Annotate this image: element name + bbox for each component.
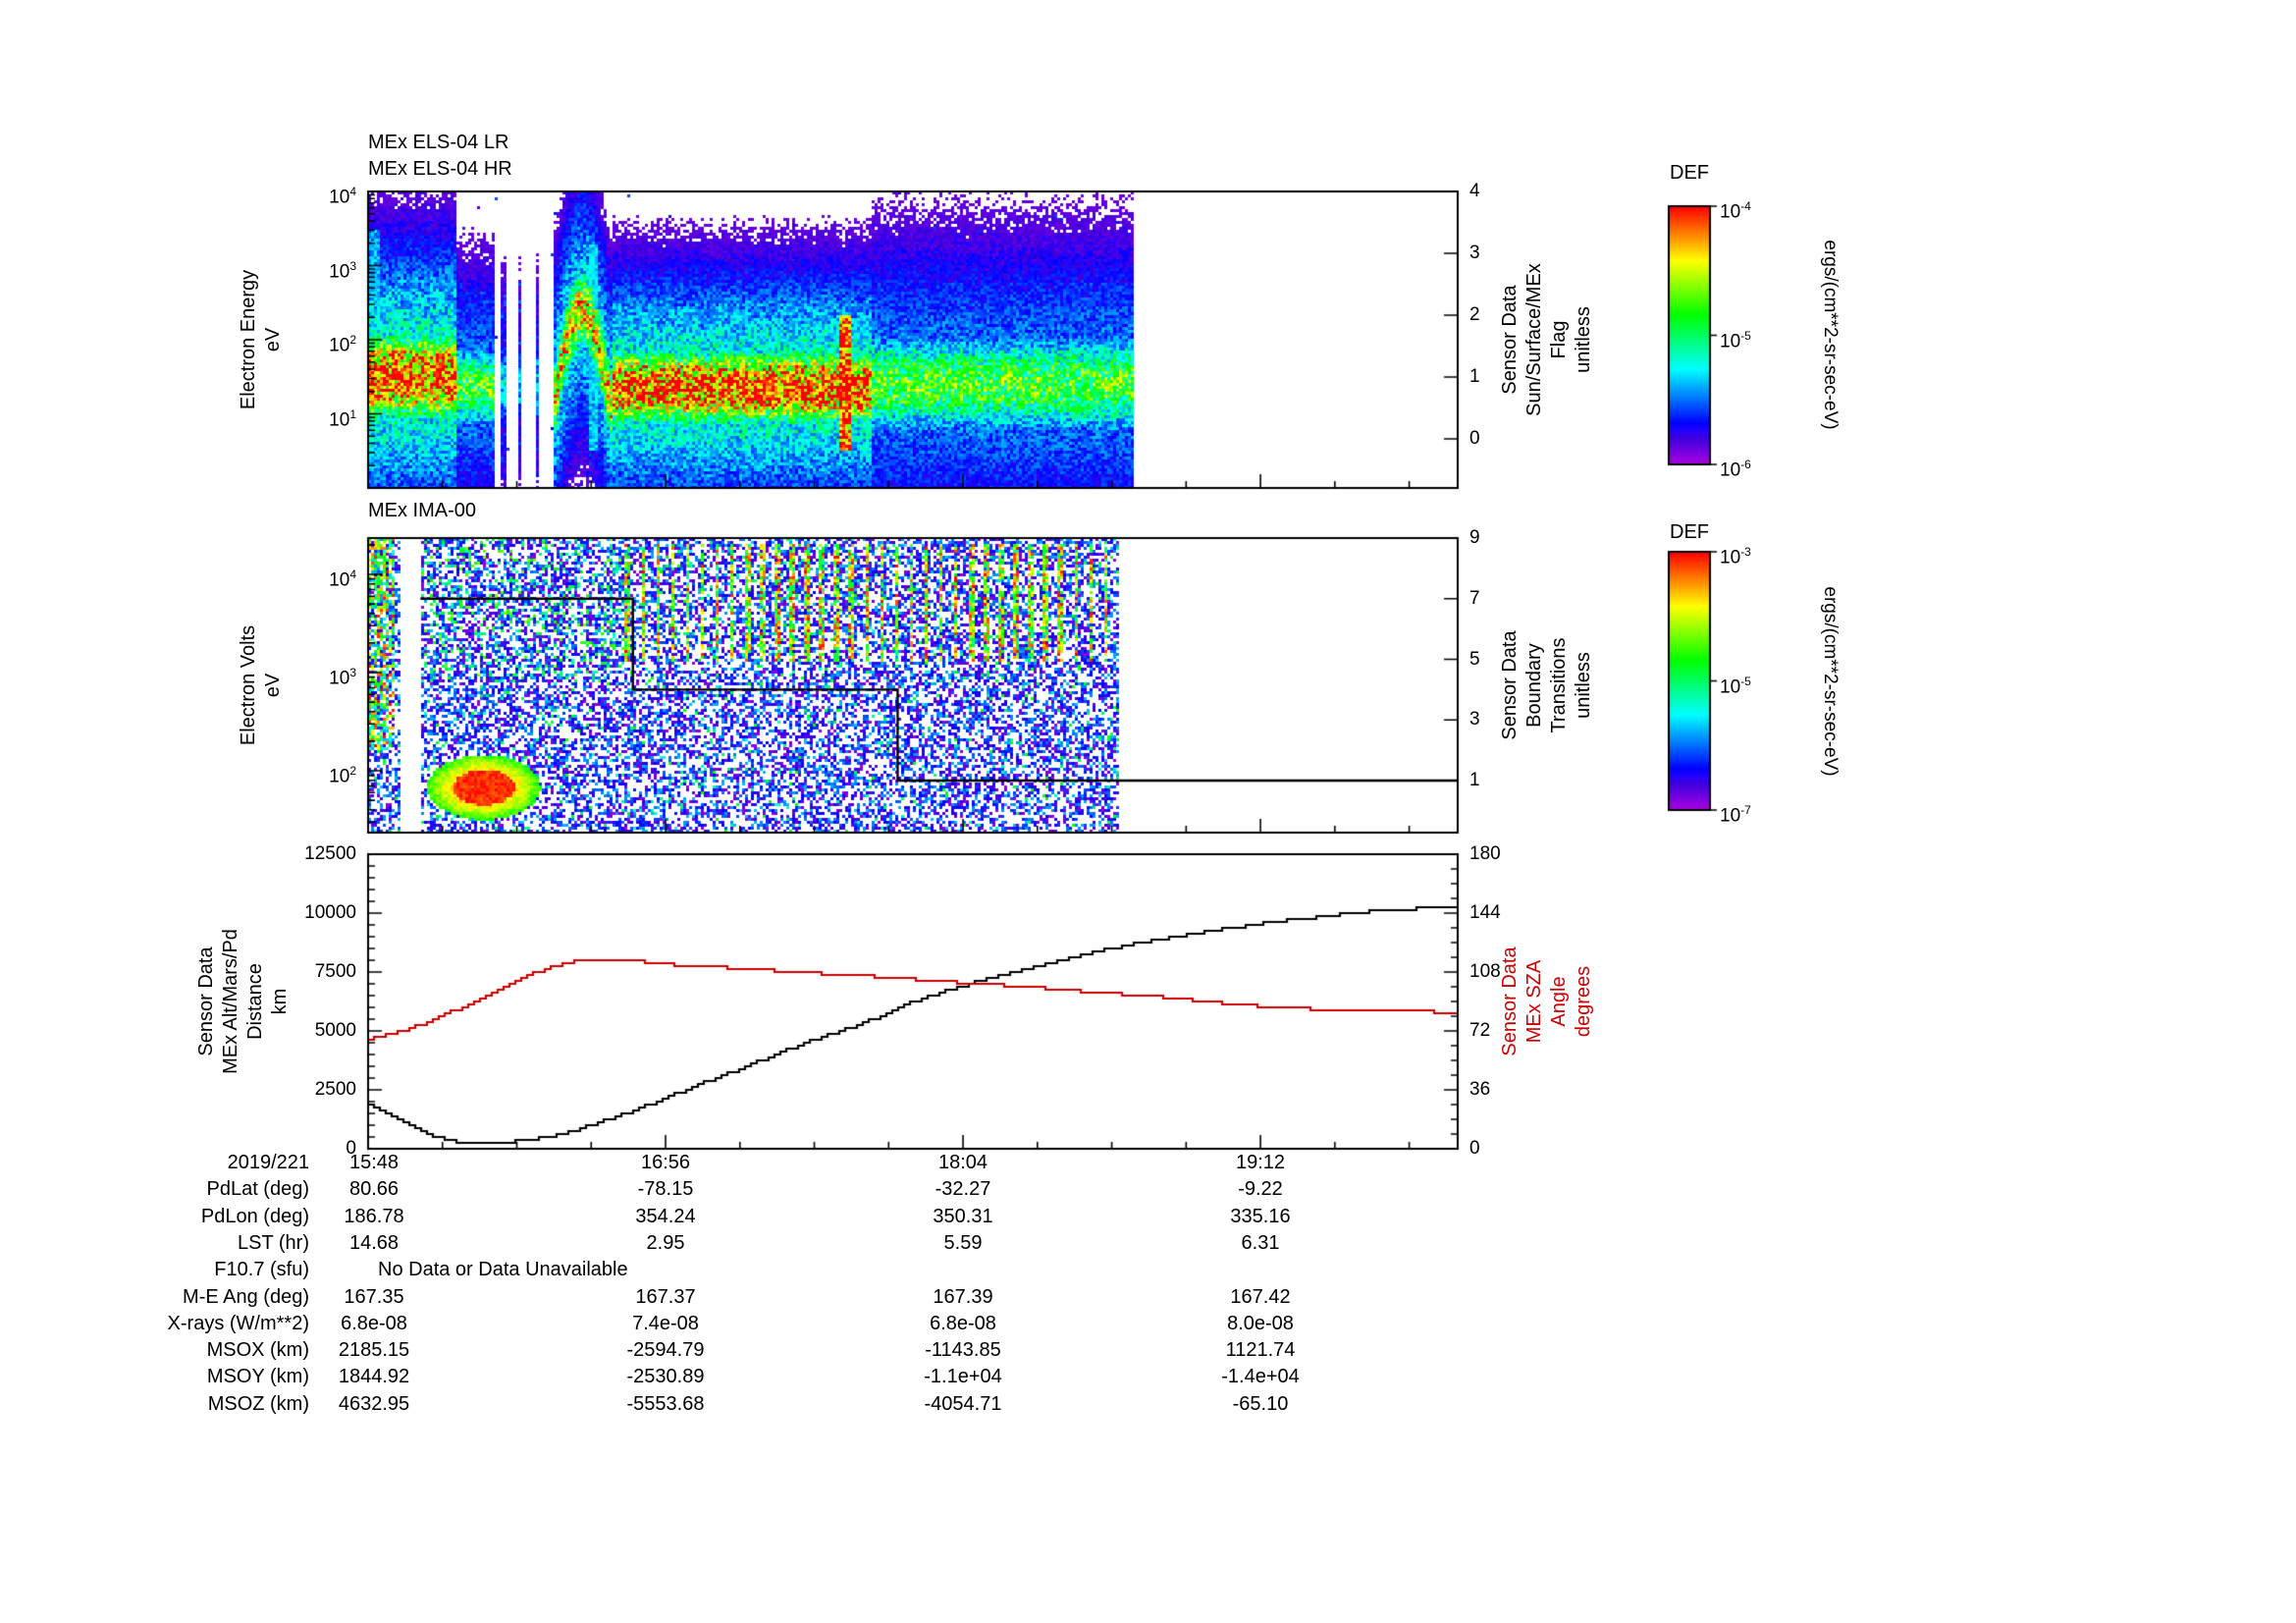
ima-right-axis-label: Sensor Data Boundary Transitions unitles… xyxy=(1499,630,1594,740)
table-cell: -32.27 xyxy=(934,1178,991,1200)
table-cell: 2185.15 xyxy=(338,1339,410,1361)
sza-tick-label: 108 xyxy=(1469,961,1501,982)
altitude-tick-label: 5000 xyxy=(314,1020,356,1041)
table-cell: 1121.74 xyxy=(1225,1339,1296,1361)
table-cell: -65.10 xyxy=(1232,1393,1289,1415)
els-title-hr: MEx ELS-04 HR xyxy=(368,158,512,180)
table-row-label: X-rays (W/m**2) xyxy=(167,1313,309,1334)
table-cell: 6.31 xyxy=(1241,1232,1280,1254)
ima-boundary-tick-label: 5 xyxy=(1469,648,1480,670)
table-row-label: MSOX (km) xyxy=(206,1339,309,1361)
ima-ytick-label: 103 xyxy=(329,666,356,689)
table-cell: -1143.85 xyxy=(925,1339,1001,1361)
table-cell: -9.22 xyxy=(1238,1178,1283,1200)
sza-tick-label: 72 xyxy=(1469,1020,1491,1041)
table-cell: -2530.89 xyxy=(626,1366,705,1387)
els-flag-tick-label: 0 xyxy=(1469,428,1480,449)
table-cell: 335.16 xyxy=(1230,1206,1291,1227)
els-ytick-label: 104 xyxy=(329,185,356,208)
table-cell: 19:12 xyxy=(1235,1152,1286,1173)
sza-tick-label: 36 xyxy=(1469,1079,1491,1100)
ima-boundary-tick-label: 3 xyxy=(1469,709,1480,730)
table-cell: 8.0e-08 xyxy=(1227,1313,1294,1334)
colorbar2-tick-label: 10-3 xyxy=(1720,545,1751,568)
sza-tick-label: 180 xyxy=(1469,843,1501,864)
table-cell: 14.68 xyxy=(348,1232,400,1254)
colorbar2-units-label: ergs/(cm**2-sr-sec-eV) xyxy=(1819,586,1841,777)
table-cell: 6.8e-08 xyxy=(341,1313,407,1334)
altitude-tick-label: 12500 xyxy=(304,843,356,864)
ima-y-axis-label: Electron Volts eV xyxy=(238,624,284,746)
colorbar1-units-label: ergs/(cm**2-sr-sec-eV) xyxy=(1819,240,1841,430)
table-row-label: 2019/221 xyxy=(227,1152,309,1173)
colorbar2-title: DEF xyxy=(1670,521,1709,543)
table-cell: -78.15 xyxy=(637,1178,694,1200)
table-cell: 167.42 xyxy=(1230,1286,1291,1308)
table-cell: 7.4e-08 xyxy=(632,1313,699,1334)
table-cell: 167.39 xyxy=(933,1286,993,1308)
sza-tick-label: 144 xyxy=(1469,902,1501,923)
els-ytick-label: 101 xyxy=(329,406,356,430)
table-cell: 167.35 xyxy=(344,1286,404,1308)
colorbar2-tick-label: 10-5 xyxy=(1720,674,1751,697)
altitude-tick-label: 10000 xyxy=(304,902,356,923)
table-cell: 5.59 xyxy=(943,1232,983,1254)
ima-boundary-tick-label: 9 xyxy=(1469,527,1480,548)
table-row-label: PdLat (deg) xyxy=(206,1178,309,1200)
sza-tick-label: 0 xyxy=(1469,1138,1480,1159)
colorbar1-tick-label: 10-6 xyxy=(1720,458,1751,481)
table-row-label: M-E Ang (deg) xyxy=(183,1286,309,1308)
table-cell: 167.37 xyxy=(635,1286,696,1308)
table-cell: 354.24 xyxy=(635,1206,696,1227)
altitude-axis-label: Sensor Data MEx Alt/Mars/Pd Distance km xyxy=(195,929,291,1074)
colorbar1-tick-label: 10-5 xyxy=(1720,328,1751,352)
altitude-tick-label: 2500 xyxy=(314,1079,356,1100)
table-cell: 6.8e-08 xyxy=(930,1313,996,1334)
colorbar1-tick-label: 10-4 xyxy=(1720,199,1751,223)
els-flag-tick-label: 2 xyxy=(1469,304,1480,325)
table-row-label: LST (hr) xyxy=(238,1232,309,1254)
table-cell: 4632.95 xyxy=(338,1393,410,1415)
table-cell: 16:56 xyxy=(640,1152,691,1173)
table-row-label: MSOZ (km) xyxy=(207,1393,309,1415)
table-cell: 80.66 xyxy=(348,1178,400,1200)
altitude-tick-label: 0 xyxy=(346,1138,356,1159)
table-cell: 18:04 xyxy=(937,1152,988,1173)
table-cell: 1844.92 xyxy=(338,1366,410,1387)
table-row-label: MSOY (km) xyxy=(206,1366,309,1387)
colorbar1-title: DEF xyxy=(1670,162,1709,184)
table-cell: -2594.79 xyxy=(626,1339,705,1361)
table-cell: 15:48 xyxy=(348,1152,400,1173)
table-cell: -4054.71 xyxy=(924,1393,1002,1415)
table-row-label: PdLon (deg) xyxy=(200,1206,309,1227)
els-ytick-label: 103 xyxy=(329,258,356,282)
table-row-label: F10.7 (sfu) xyxy=(214,1259,309,1280)
els-flag-tick-label: 3 xyxy=(1469,243,1480,263)
ima-ytick-label: 104 xyxy=(329,568,356,591)
els-ytick-label: 102 xyxy=(329,333,356,356)
colorbar2-tick-label: 10-7 xyxy=(1720,803,1751,827)
ima-ytick-label: 102 xyxy=(329,764,356,787)
altitude-tick-label: 7500 xyxy=(314,961,356,982)
table-cell: No Data or Data Unavailable xyxy=(378,1259,628,1280)
els-title-lr: MEx ELS-04 LR xyxy=(368,132,509,153)
ima-title: MEx IMA-00 xyxy=(368,500,477,521)
ima-boundary-tick-label: 1 xyxy=(1469,770,1480,790)
table-cell: 186.78 xyxy=(344,1206,404,1227)
table-cell: -1.1e+04 xyxy=(924,1366,1002,1387)
ima-boundary-tick-label: 7 xyxy=(1469,587,1480,609)
table-cell: 350.31 xyxy=(933,1206,993,1227)
els-flag-tick-label: 1 xyxy=(1469,366,1480,387)
els-flag-tick-label: 4 xyxy=(1469,181,1480,201)
table-cell: -5553.68 xyxy=(626,1393,705,1415)
table-cell: -1.4e+04 xyxy=(1221,1366,1300,1387)
els-right-axis-label: Sensor Data Sun/Surface/MEx Flag unitles… xyxy=(1499,263,1594,416)
table-cell: 2.95 xyxy=(646,1232,685,1254)
sza-axis-label: Sensor Data MEx SZA Angle degrees xyxy=(1499,947,1594,1056)
